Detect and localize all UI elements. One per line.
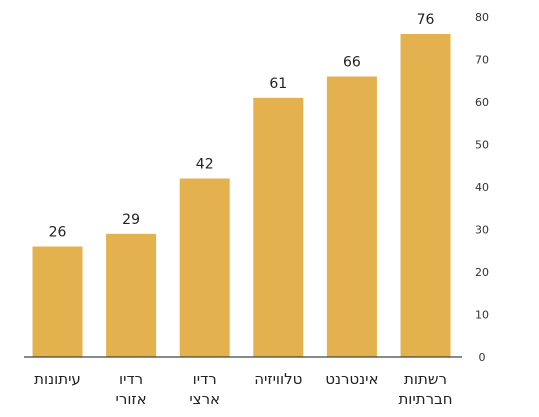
category-labels-group: עיתונות רדיו אזורי רדיו ארצי טלוויזיה אינטרנט ר… [34, 370, 452, 408]
y-tick-label-0: 0 [479, 351, 486, 364]
bar-0 [32, 246, 83, 357]
y-tick-label-60: 60 [475, 96, 489, 109]
bars-group [32, 34, 451, 358]
y-tick-label-30: 30 [475, 224, 489, 237]
bar-5 [400, 34, 451, 357]
bar-1 [106, 233, 157, 358]
bar-4 [326, 76, 377, 357]
data-label-0: 26 [49, 225, 67, 241]
data-labels-group: 26 29 42 61 66 76 [49, 12, 435, 241]
data-label-5: 76 [417, 12, 435, 28]
category-label-0: עיתונות [34, 370, 81, 388]
y-tick-label-70: 70 [475, 54, 489, 67]
category-label-5-line-0: רשתות [404, 370, 447, 388]
y-tick-label-20: 20 [475, 266, 489, 279]
data-label-4: 66 [343, 55, 361, 71]
y-tick-label-40: 40 [475, 181, 489, 194]
category-label-1-line-0: רדיו [119, 370, 143, 388]
data-label-3: 61 [269, 76, 287, 92]
y-tick-label-10: 10 [475, 309, 489, 322]
category-label-4: אינטרנט [325, 370, 378, 388]
category-label-3: טלוויזיה [254, 370, 302, 388]
category-label-1-line-1: אזורי [116, 390, 147, 408]
bar-3 [253, 97, 304, 358]
bar-2 [179, 178, 230, 357]
y-tick-label-80: 80 [475, 11, 489, 24]
data-label-2: 42 [196, 157, 214, 173]
data-label-1: 29 [122, 212, 140, 228]
category-label-2-line-0: רדיו [193, 370, 217, 388]
category-label-2-line-1: ארצי [189, 390, 220, 408]
y-axis-ticks: 0 10 20 30 40 50 60 70 80 [475, 11, 489, 364]
category-label-5-line-1: חברתיות [398, 390, 452, 408]
y-tick-label-50: 50 [475, 139, 489, 152]
